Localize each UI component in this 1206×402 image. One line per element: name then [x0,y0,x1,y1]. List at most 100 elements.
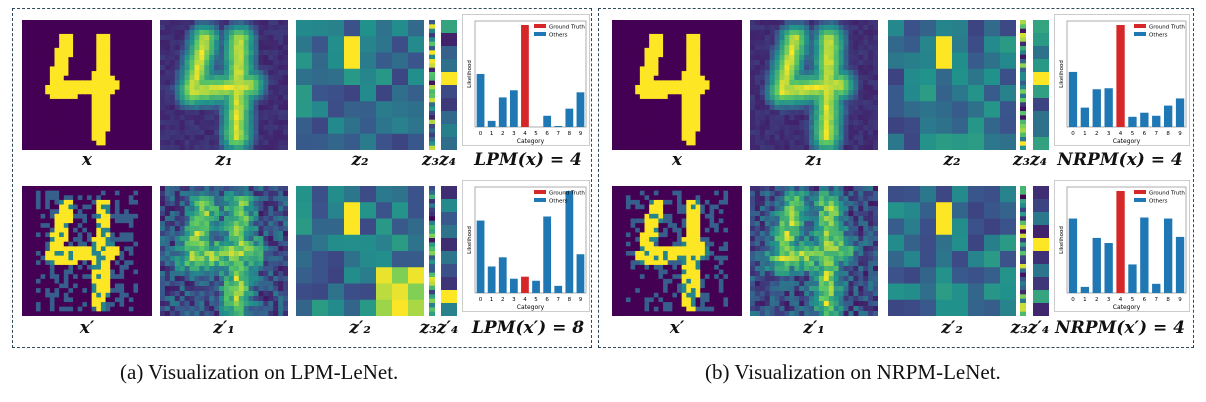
label-x: x′ [79,318,95,338]
bar-2 [498,97,507,127]
feature-map-z2 [888,186,1016,316]
x-tick-label: 5 [1131,131,1135,137]
prediction-label: NRPM(x′) = 4 [1055,318,1185,338]
bar-8 [1163,218,1173,293]
x-tick-label: 2 [501,297,505,303]
x-tick-label: 0 [479,131,483,137]
x-tick-label: 7 [557,297,561,303]
x-tick-label: 9 [1178,297,1182,303]
label-z2: z′₂ [349,318,371,338]
legend-label: Others [549,199,568,205]
label-z1: z₁ [215,150,233,170]
feature-map-z1 [750,20,878,150]
x-axis-label: Category [517,304,545,311]
legend-swatch [1134,24,1146,28]
legend-swatch [1134,32,1146,36]
bar-0 [1068,71,1078,127]
legend-swatch [1134,198,1146,202]
legend-swatch [534,32,546,36]
x-tick-label: 8 [1166,131,1170,137]
x-tick-label: 4 [1119,131,1123,137]
label-z1: z₁ [805,150,823,170]
label-z3-z4: z₃z′₄ [1010,318,1050,338]
bar-chart: 0 1 2 3 4 5 6 7 8 9 Category Likelihood Ground Truth… [1054,14,1190,146]
label-z1: z′₁ [803,318,825,338]
x-tick-label: 3 [512,297,516,303]
feature-map-z2 [296,20,424,150]
bar-5 [532,280,540,293]
legend-label: Others [1149,33,1168,39]
panel-lpm [12,8,592,348]
feature-map-z1 [160,20,288,150]
bar-1 [487,266,496,293]
bar-9 [576,92,585,127]
y-axis-label: Likelihood [1059,60,1065,88]
legend-label: Ground Truth [1149,191,1185,197]
legend-swatch [1134,190,1146,194]
x-tick-label: 2 [1095,297,1099,303]
legend-label: Others [549,33,568,39]
panel-nrpm [598,8,1194,348]
bar-9 [576,254,585,293]
x-tick-label: 6 [1143,131,1147,137]
legend-label: Ground Truth [549,25,585,31]
bar-4 [521,25,529,127]
bar-2 [498,257,507,293]
bar-6 [543,216,552,293]
label-x: x [671,150,683,170]
bar-7 [1152,283,1161,293]
bar-7 [554,125,563,127]
feature-map-z4 [1033,20,1049,150]
bar-4 [1116,25,1125,127]
x-tick-label: 1 [490,131,494,137]
x-tick-label: 6 [1143,297,1147,303]
y-axis-label: Likelihood [467,226,473,254]
x-tick-label: 2 [501,131,505,137]
bar-7 [1152,115,1161,127]
input-image [22,20,152,150]
bar-8 [565,191,574,293]
x-tick-label: 3 [512,131,516,137]
feature-map-z3 [1020,186,1026,316]
bar-3 [1104,88,1113,127]
x-tick-label: 5 [1131,297,1135,303]
x-tick-label: 1 [1083,131,1087,137]
y-axis-label: Likelihood [467,60,473,88]
label-z2: z′₂ [941,318,963,338]
bar-9 [1175,98,1185,127]
input-image [612,186,742,316]
legend-label: Ground Truth [549,191,585,197]
bar-8 [1163,105,1173,127]
legend-label: Others [1149,199,1168,205]
bar-2 [1092,89,1101,127]
legend-swatch [534,24,546,28]
x-tick-label: 0 [479,297,483,303]
x-axis-label: Category [1113,304,1141,311]
bar-chart: 0 1 2 3 4 5 6 7 8 9 Category Likelihood Ground Truth… [1054,180,1190,312]
label-z3-z4: z₃z₄ [1012,150,1048,170]
x-tick-label: 9 [1178,131,1182,137]
feature-map-z3 [429,20,435,150]
bar-4 [521,276,529,293]
x-tick-label: 7 [1155,131,1159,137]
x-tick-label: 0 [1071,131,1075,137]
bar-5 [1128,264,1137,293]
feature-map-z3 [1020,20,1026,150]
axes-frame [474,20,587,128]
x-axis-label: Category [517,138,545,145]
feature-map-z4 [1033,186,1049,316]
axes-frame [1066,20,1187,128]
x-tick-label: 8 [568,297,572,303]
label-z2: z₂ [351,150,369,170]
bar-0 [476,220,485,293]
x-tick-label: 8 [568,131,572,137]
bar-8 [565,108,574,127]
feature-map-z3 [429,186,435,316]
bar-2 [1092,237,1101,293]
x-tick-label: 4 [523,297,527,303]
caption-lpm: (a) Visualization on LPM-LeNet. [120,360,399,384]
bar-6 [1140,217,1149,293]
x-tick-label: 5 [534,297,538,303]
x-tick-label: 7 [557,131,561,137]
